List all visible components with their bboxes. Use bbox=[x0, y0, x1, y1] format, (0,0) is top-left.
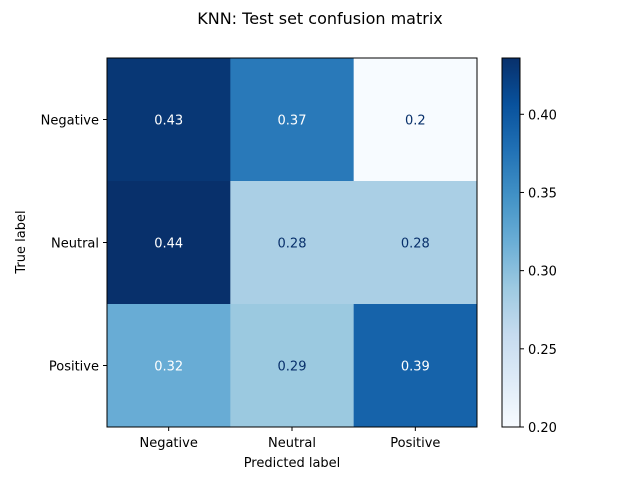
cell-value-label: 0.37 bbox=[278, 114, 307, 129]
heatmap-cell bbox=[353, 181, 478, 305]
y-axis-ticks: Negative Neutral Positive bbox=[41, 114, 107, 375]
colorbar-tick-label: 0.25 bbox=[528, 343, 557, 358]
y-tick-label: Positive bbox=[49, 360, 99, 375]
colorbar-tick-label: 0.20 bbox=[528, 421, 557, 436]
cell-value-label: 0.44 bbox=[154, 237, 183, 252]
cell-value-label: 0.43 bbox=[154, 114, 183, 129]
cell-value-label: 0.2 bbox=[405, 114, 426, 129]
cell-value-label: 0.39 bbox=[401, 360, 430, 375]
colorbar-ticks: 0.20 0.25 0.30 0.35 0.40 bbox=[520, 108, 557, 436]
heatmap-cell bbox=[107, 181, 231, 305]
y-tick-label: Negative bbox=[41, 114, 99, 129]
y-axis-label: True label bbox=[14, 210, 29, 274]
cell-value-label: 0.28 bbox=[401, 237, 430, 252]
x-tick-label: Positive bbox=[390, 436, 440, 451]
heatmap-cell bbox=[107, 58, 231, 182]
heatmap-cell bbox=[353, 304, 478, 428]
colorbar-tick-label: 0.30 bbox=[528, 265, 557, 280]
heatmap-cell bbox=[230, 58, 355, 182]
x-tick-label: Negative bbox=[139, 436, 197, 451]
heatmap-cell bbox=[353, 58, 478, 182]
heatmap-cell bbox=[107, 304, 231, 428]
cell-value-label: 0.28 bbox=[278, 237, 307, 252]
x-tick-label: Neutral bbox=[268, 436, 316, 451]
cell-value-label: 0.32 bbox=[154, 360, 183, 375]
x-axis-ticks: Negative Neutral Positive bbox=[139, 427, 440, 451]
colorbar-tick-label: 0.35 bbox=[528, 186, 557, 201]
colorbar bbox=[501, 57, 521, 428]
heatmap-cell bbox=[230, 181, 355, 305]
cell-value-label: 0.29 bbox=[278, 360, 307, 375]
x-axis-label: Predicted label bbox=[244, 456, 341, 471]
heatmap-cell bbox=[230, 304, 355, 428]
chart-title: KNN: Test set confusion matrix bbox=[197, 9, 443, 28]
y-tick-label: Neutral bbox=[51, 237, 99, 252]
heatmap-cells: 0.43 0.37 0.2 0.44 0.28 0.28 0.32 0.29 0.39 bbox=[107, 58, 478, 428]
colorbar-tick-label: 0.40 bbox=[528, 108, 557, 123]
